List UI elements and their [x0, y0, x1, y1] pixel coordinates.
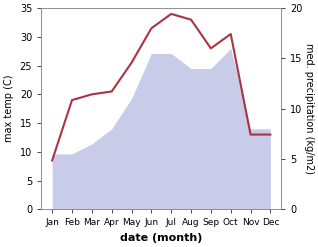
X-axis label: date (month): date (month) [120, 233, 203, 243]
Y-axis label: max temp (C): max temp (C) [4, 75, 14, 143]
Y-axis label: med. precipitation (kg/m2): med. precipitation (kg/m2) [304, 43, 314, 174]
